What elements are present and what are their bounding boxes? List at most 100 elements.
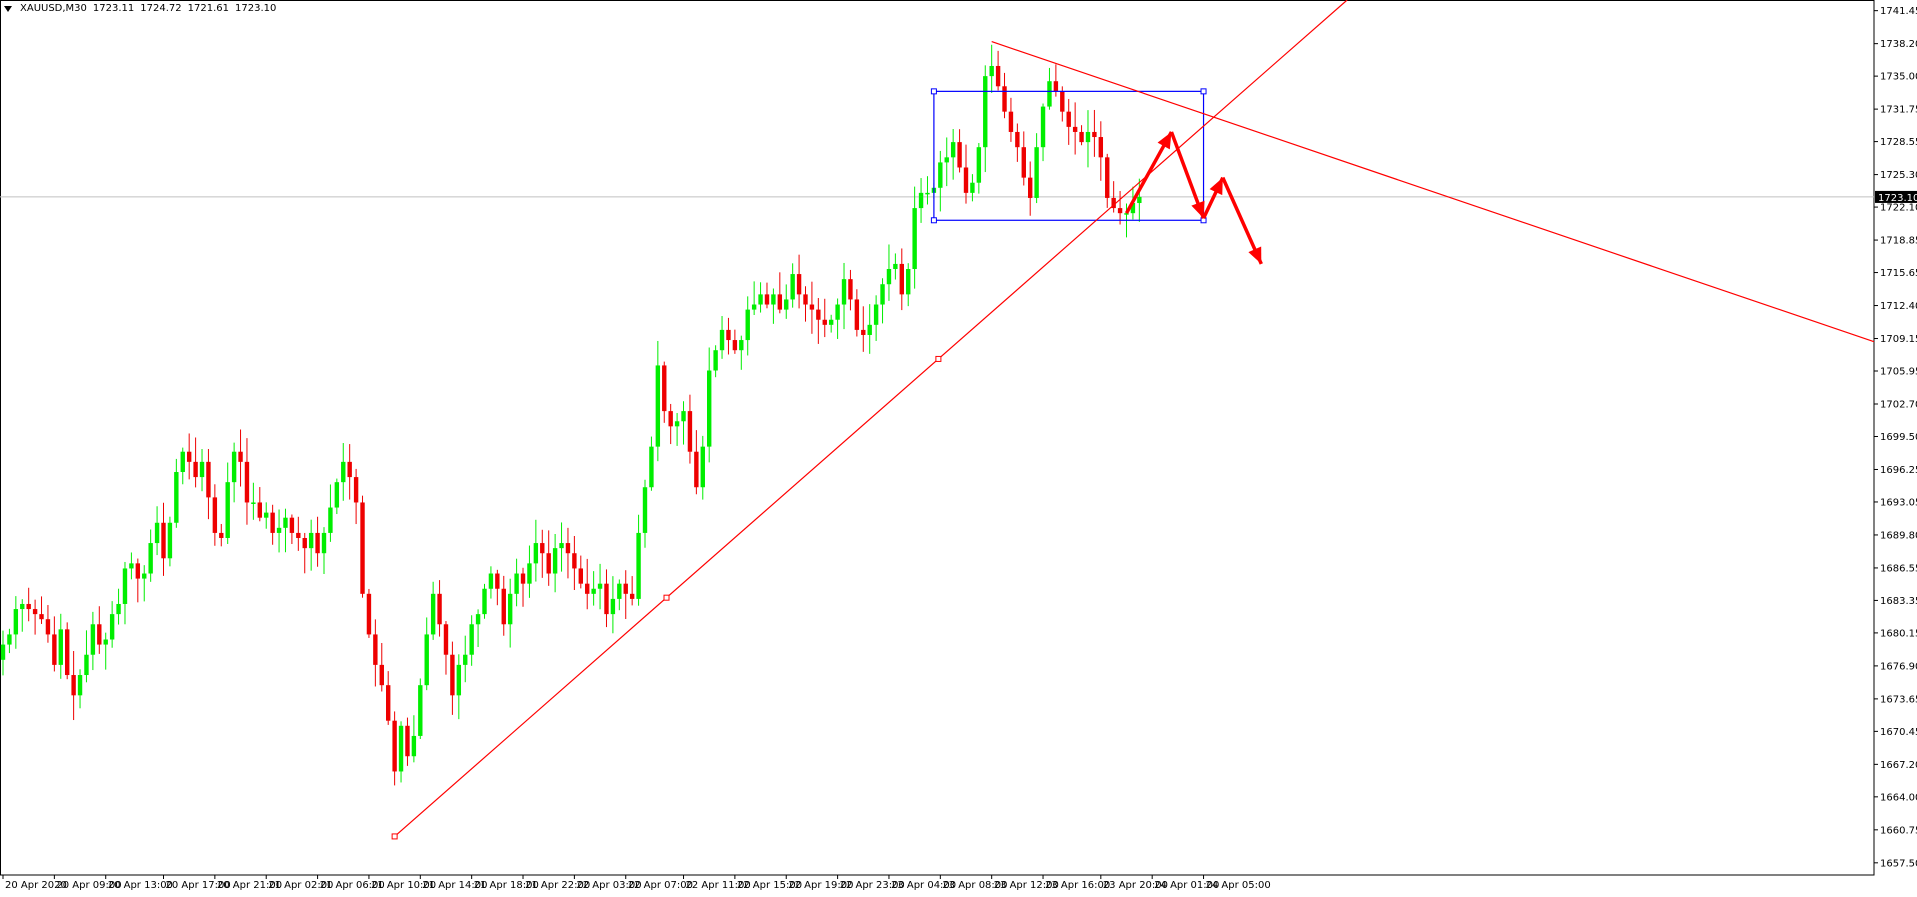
candle-body — [135, 563, 141, 579]
y-tick-label: 1657.50 — [1880, 858, 1917, 869]
candle-body — [713, 350, 718, 371]
candle-body — [552, 548, 558, 574]
candle-body — [71, 675, 76, 696]
candle-body — [764, 294, 770, 305]
candle-body — [77, 675, 83, 696]
current-price-label: 1723.10 — [1878, 193, 1917, 204]
candle-body — [488, 573, 494, 589]
candle-body — [950, 142, 956, 158]
candle-body — [437, 593, 442, 625]
candle-body — [918, 192, 924, 209]
candle-body — [629, 593, 635, 599]
candle-body — [276, 527, 282, 533]
candle-body — [1034, 147, 1039, 198]
plot-frame — [0, 0, 1875, 876]
candle-body — [315, 532, 320, 554]
candle-body — [193, 461, 198, 478]
x-tick-label: 23 Apr 16:00 — [1045, 880, 1110, 891]
candle-body — [533, 543, 539, 564]
candle-body — [1105, 157, 1110, 198]
dropdown-triangle-icon[interactable] — [4, 5, 12, 12]
candle-body — [84, 654, 89, 676]
candle-body — [360, 502, 365, 594]
candle-body — [475, 614, 481, 625]
candle-body — [835, 304, 840, 320]
candle-body — [103, 639, 108, 645]
candle-body — [617, 583, 622, 599]
candle-body — [1028, 177, 1033, 198]
candle-body — [655, 365, 661, 447]
resistance-trendline — [991, 41, 1875, 343]
candle-body — [443, 624, 449, 655]
candle-body — [540, 543, 545, 554]
candle-body — [161, 522, 166, 559]
candle-body — [841, 279, 847, 305]
y-tick-label: 1673.65 — [1880, 694, 1917, 705]
candle-body — [244, 461, 250, 503]
candle-body — [565, 543, 571, 554]
candle-body — [13, 609, 19, 635]
candle-body — [848, 279, 853, 300]
candle-body — [707, 370, 712, 447]
close-value: 1723.10 — [235, 3, 277, 14]
candle-body — [610, 598, 616, 615]
x-tick-label: 22 Apr 03:00 — [576, 880, 641, 891]
candle-body — [321, 532, 327, 554]
candle-body — [39, 614, 44, 620]
x-tick-label: 21 Apr 22:00 — [525, 880, 590, 891]
candle-body — [925, 192, 930, 195]
x-tick-label: 21 Apr 02:00 — [268, 880, 333, 891]
candle-body — [758, 294, 763, 305]
candle-body — [1137, 196, 1142, 204]
candle-body — [463, 654, 468, 665]
candle-body — [392, 720, 397, 772]
x-tick-label: 20 Apr 09:00 — [56, 880, 121, 891]
candle-body — [1072, 126, 1078, 132]
y-tick-label: 1696.25 — [1880, 465, 1917, 476]
candle-body — [527, 563, 532, 584]
candle-body — [809, 304, 815, 310]
x-tick-label: 23 Apr 04:00 — [891, 880, 956, 891]
candle-body — [353, 477, 359, 503]
candle-body — [597, 583, 603, 589]
forecast-arrow-head — [1248, 246, 1262, 264]
candle-body — [1098, 137, 1104, 158]
x-tick-label: 23 Apr 12:00 — [994, 880, 1059, 891]
candle-body — [873, 304, 879, 325]
x-tick-label: 23 Apr 20:00 — [1103, 880, 1168, 891]
candle-body — [861, 329, 866, 335]
candle-body — [976, 147, 982, 183]
candle-body — [803, 294, 808, 305]
range-rectangle — [933, 90, 1205, 221]
candle-body — [122, 568, 128, 604]
candle-body — [726, 329, 731, 341]
candle-body — [154, 522, 160, 544]
candle-body — [129, 563, 134, 569]
x-tick-label: 24 Apr 01:00 — [1154, 880, 1219, 891]
candle-body — [745, 309, 750, 341]
candle-body — [58, 629, 63, 665]
candle-body — [495, 573, 500, 589]
y-tick-label: 1705.95 — [1880, 367, 1917, 378]
candle-body — [1066, 111, 1071, 127]
candle-body — [520, 573, 526, 584]
rectangle-handle — [930, 217, 937, 224]
candle-body — [790, 274, 795, 300]
rectangle-handle — [930, 88, 937, 95]
candle-body — [148, 543, 153, 574]
candle-body — [270, 512, 275, 533]
candle-body — [1015, 131, 1020, 148]
candle-body — [167, 522, 173, 559]
candle-body — [366, 593, 372, 635]
y-tick-label: 1683.35 — [1880, 596, 1917, 607]
candle-body — [1053, 81, 1059, 92]
candle-body — [501, 588, 506, 625]
forecast-arrow-head — [1191, 200, 1205, 219]
candle-body — [373, 634, 378, 665]
y-tick-label: 1699.50 — [1880, 432, 1917, 443]
y-tick-label: 1741.45 — [1880, 6, 1917, 17]
candle-body — [642, 487, 648, 533]
y-tick-label: 1686.55 — [1880, 563, 1917, 574]
candle-body — [668, 411, 673, 427]
